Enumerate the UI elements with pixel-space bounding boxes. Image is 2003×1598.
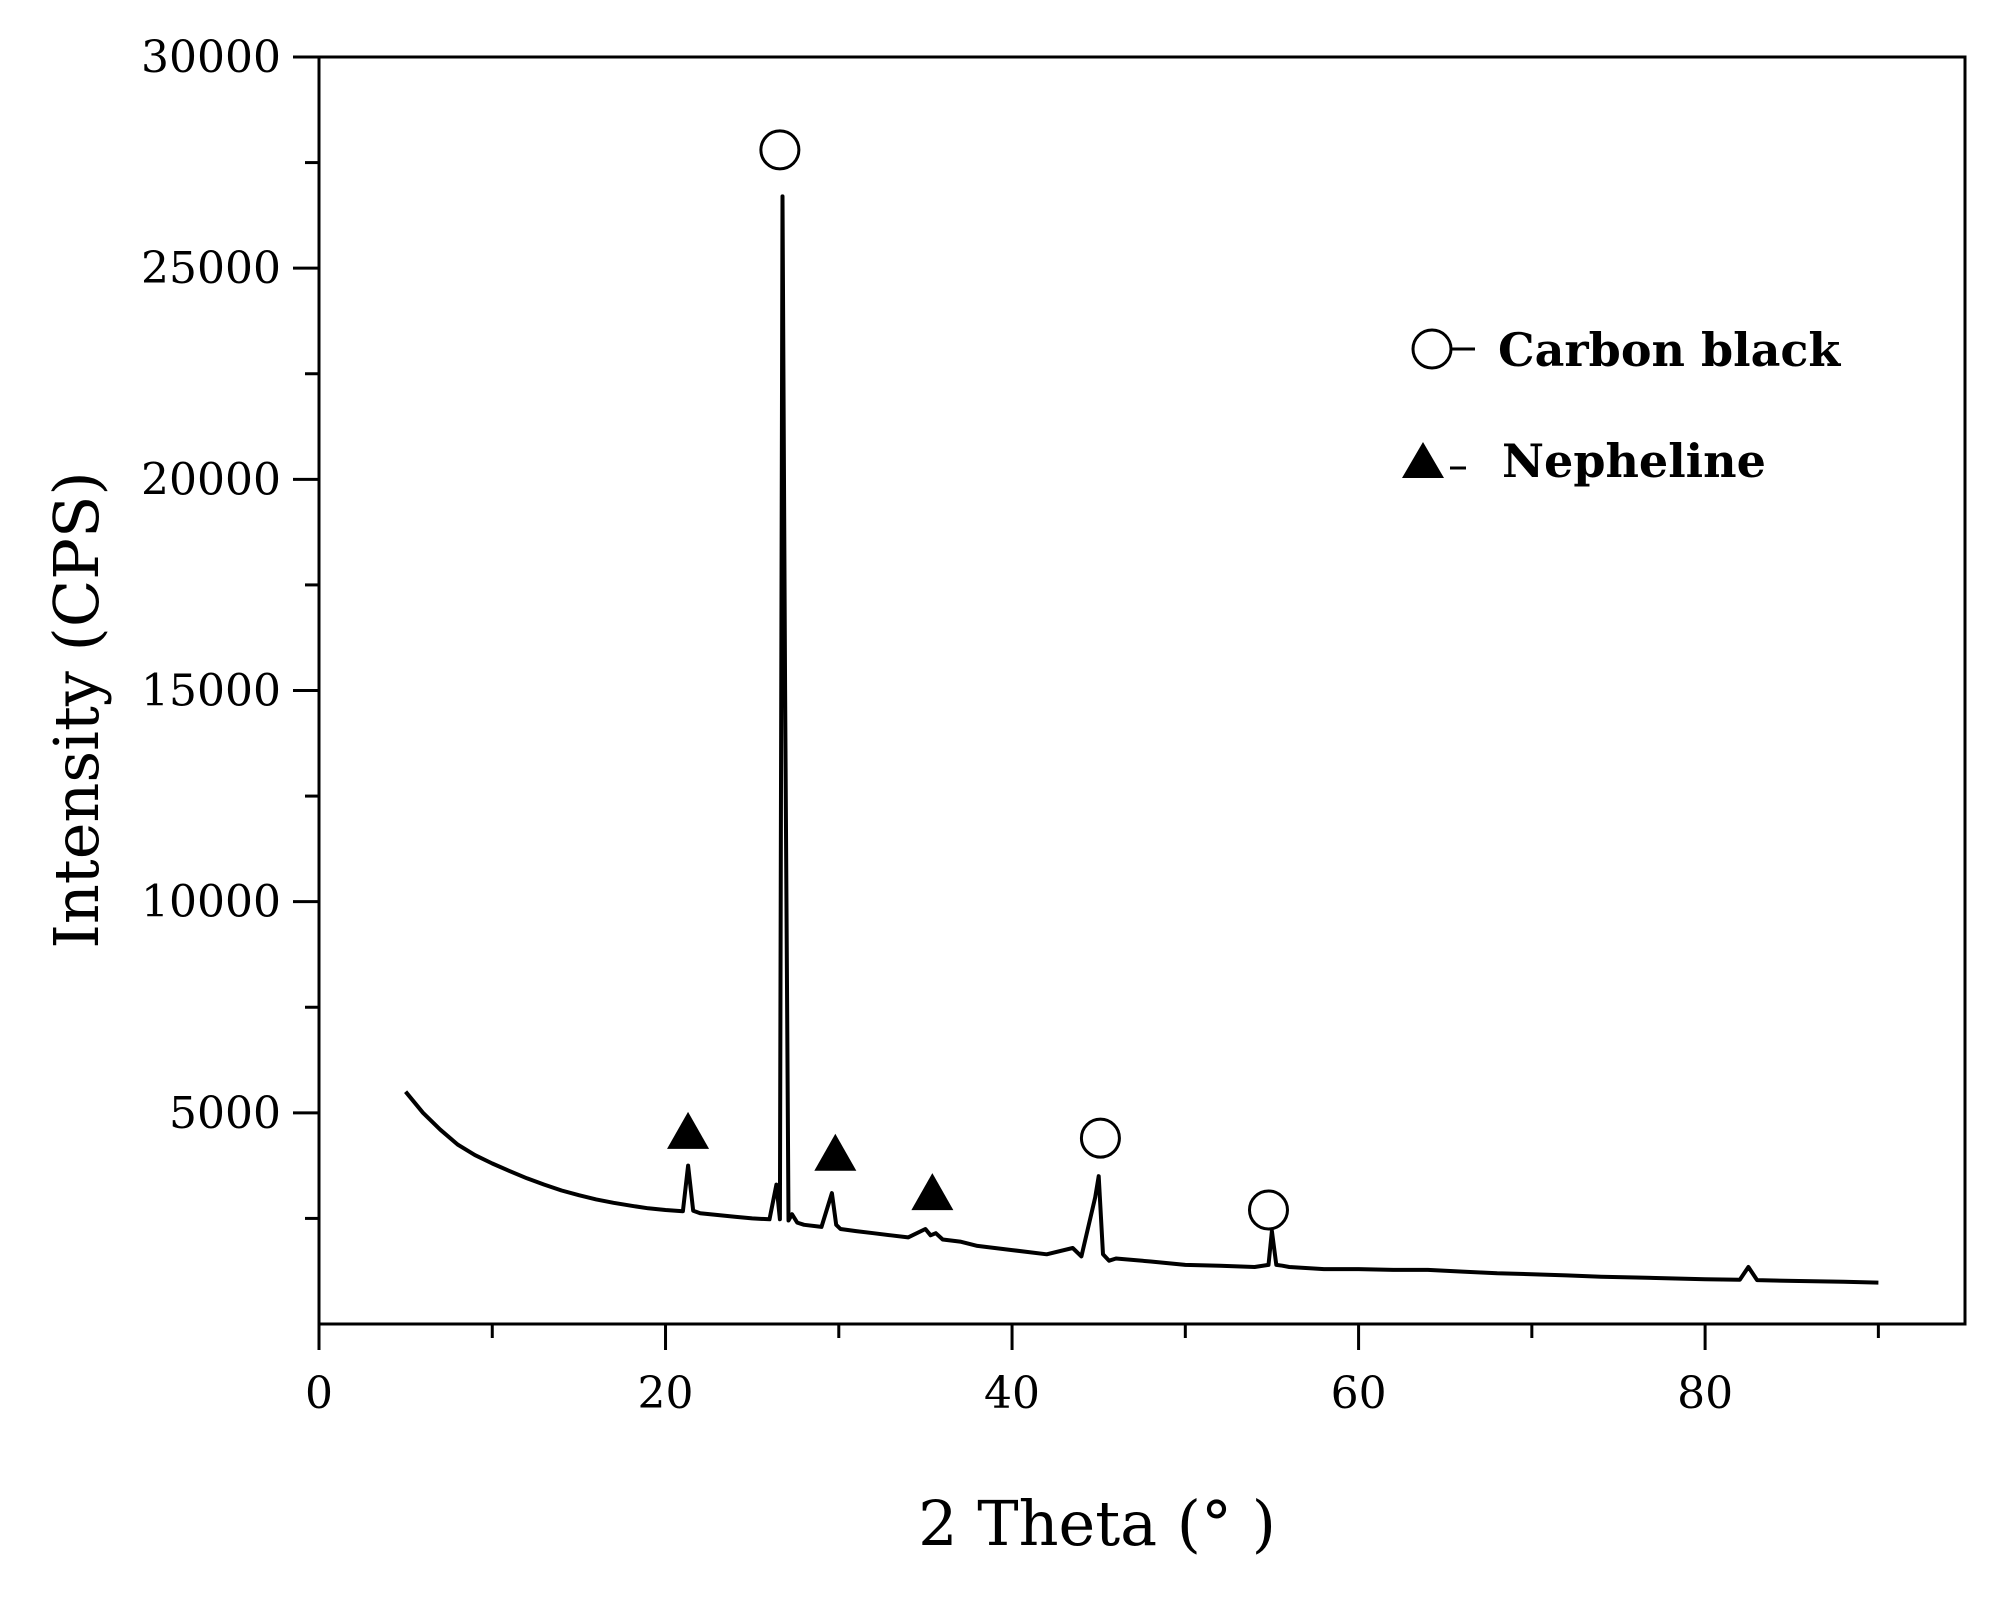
series-line xyxy=(404,194,1879,1285)
legend: Carbon black Nepheline xyxy=(1402,323,1841,488)
plot-frame xyxy=(317,55,1967,1326)
legend-circle-marker xyxy=(1411,328,1453,370)
nepheline-peak-marker xyxy=(667,1111,710,1149)
carbon-black-peak-marker xyxy=(1079,1117,1121,1159)
nepheline-peak-marker xyxy=(814,1133,857,1171)
legend-label-carbon-black: Carbon black xyxy=(1498,323,1841,377)
y-tick-label: 5000 xyxy=(169,1088,281,1139)
x-tick-label: 60 xyxy=(1331,1368,1387,1419)
nepheline-peak-marker xyxy=(911,1173,954,1211)
peak-marker-group xyxy=(667,129,1289,1231)
x-tick-label: 20 xyxy=(638,1368,694,1419)
tick-group xyxy=(293,55,1880,1350)
y-tick-label: 30000 xyxy=(141,32,281,83)
x-tick-label: 80 xyxy=(1677,1368,1733,1419)
carbon-black-peak-marker xyxy=(1247,1189,1289,1231)
legend-triangle-marker xyxy=(1402,442,1444,478)
x-axis-title: 2 Theta (° ) xyxy=(918,1487,1276,1560)
y-tick-label: 10000 xyxy=(141,877,281,928)
carbon-black-peak-marker xyxy=(759,129,801,171)
x-tick-label: 40 xyxy=(984,1368,1040,1419)
y-tick-label: 20000 xyxy=(141,454,281,505)
tick-label-group: 0 20 40 60 80 5000 10000 15000 20000 25000 30000 xyxy=(141,32,1733,1419)
x-tick-label: 0 xyxy=(305,1368,333,1419)
y-tick-label: 25000 xyxy=(141,243,281,294)
y-tick-label: 15000 xyxy=(141,666,281,717)
legend-label-nepheline: Nepheline xyxy=(1502,434,1766,488)
y-axis-title: Intensity (CPS) xyxy=(40,471,113,948)
